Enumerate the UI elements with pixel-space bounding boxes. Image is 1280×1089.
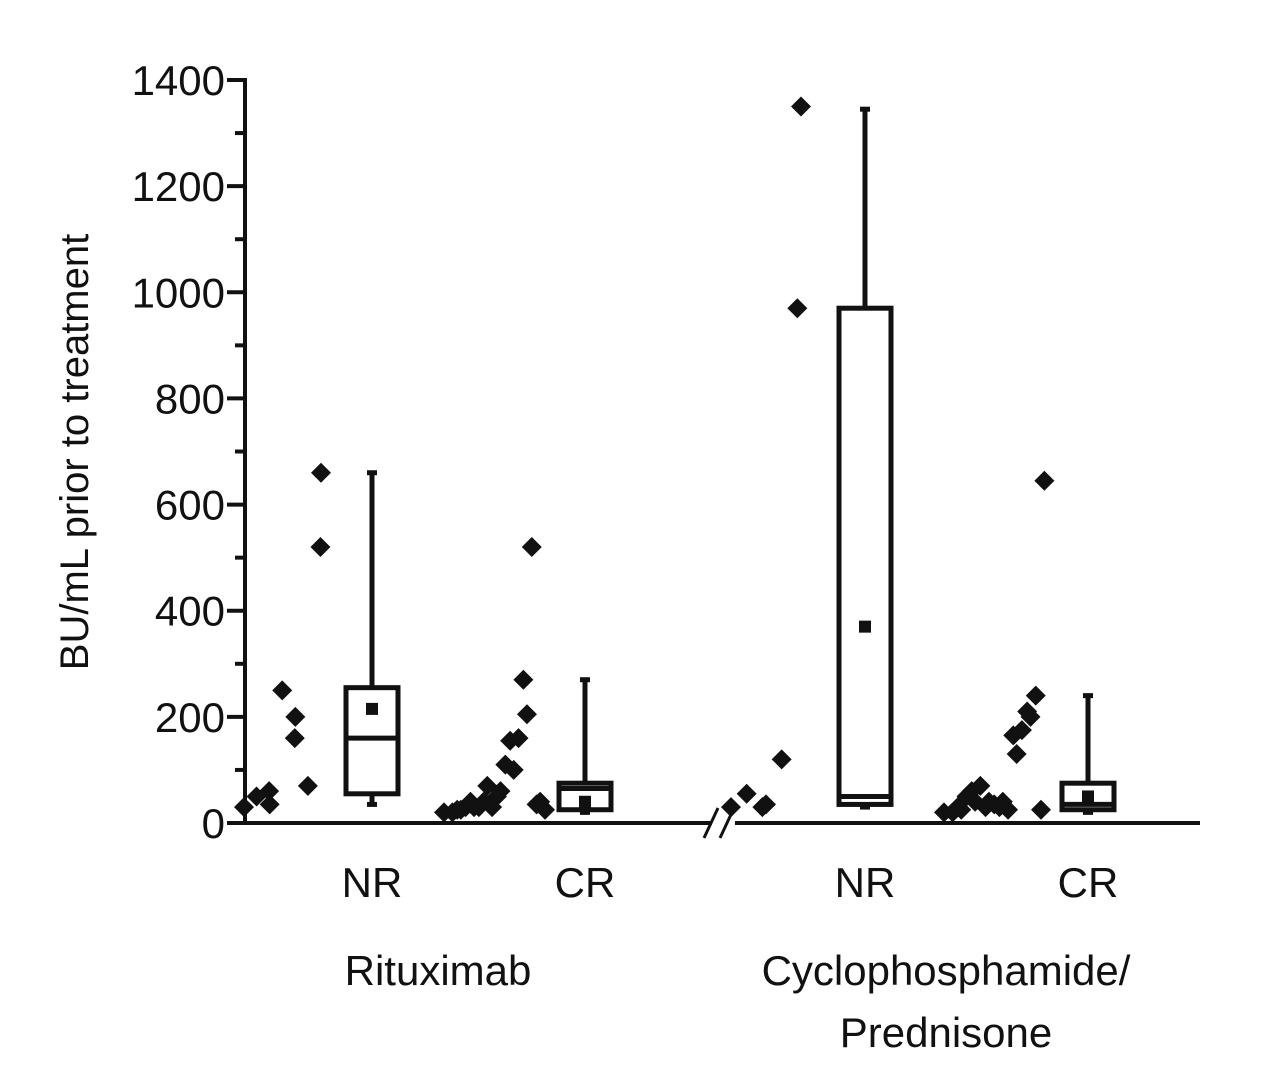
data-point-diamond — [1034, 470, 1055, 491]
data-point-diamond — [771, 749, 792, 770]
data-point-diamond — [535, 799, 555, 820]
y-tick-label: 0 — [202, 800, 225, 847]
data-point-diamond — [1017, 701, 1038, 722]
box-mean-marker — [859, 620, 871, 633]
data-point-diamond — [259, 781, 280, 802]
data-point-diamond — [503, 759, 524, 780]
data-point-diamond — [1006, 744, 1027, 765]
y-tick-label: 200 — [155, 694, 225, 741]
data-point-diamond — [521, 537, 542, 558]
data-point-diamond — [311, 462, 331, 483]
data-point-diamond — [310, 537, 331, 558]
y-tick-label: 600 — [155, 482, 225, 529]
data-point-diamond — [234, 797, 254, 818]
data-point-diamond — [259, 794, 280, 815]
data-point-diamond — [272, 680, 293, 701]
y-tick-label: 400 — [155, 588, 225, 635]
data-point-diamond — [1031, 799, 1051, 820]
data-point-diamond — [721, 797, 741, 818]
y-tick-label: 800 — [155, 375, 225, 422]
data-point-diamond — [970, 775, 991, 796]
data-point-diamond — [284, 728, 305, 749]
box-iqr — [836, 305, 894, 807]
y-ticks: 0 200 400 600 800 1000 1200 1400 — [132, 57, 245, 847]
box-iqr — [343, 685, 401, 797]
data-point-diamond — [998, 799, 1019, 820]
box-iqr — [1059, 780, 1117, 813]
axes — [243, 78, 1200, 839]
axis-break-mark-1 — [702, 807, 720, 839]
category-labels: Rituximab NR CR Cyclophosphamide/Prednisone… — [342, 859, 1131, 1056]
data-point-diamond — [736, 783, 757, 804]
data-point-diamond — [508, 728, 529, 749]
y-tick-label: 1400 — [132, 57, 225, 104]
data-point-diamond — [787, 298, 808, 319]
group-label: Rituximab — [345, 947, 532, 994]
y-axis-title: BU/mL prior to treatment — [53, 234, 97, 670]
data-points — [234, 96, 1055, 823]
data-point-diamond — [756, 794, 776, 815]
box-mean-marker — [579, 795, 591, 808]
category-label: NR — [835, 859, 896, 906]
category-label: CR — [1058, 859, 1119, 906]
y-tick-label: 1200 — [132, 163, 225, 210]
data-point-diamond — [285, 706, 306, 727]
category-label: NR — [342, 859, 403, 906]
box-mean-marker — [1082, 790, 1094, 803]
box-mean-marker — [366, 702, 378, 715]
boxes — [343, 106, 1117, 815]
data-point-diamond — [1025, 685, 1046, 706]
data-point-diamond — [791, 96, 811, 117]
data-point-diamond — [1011, 720, 1032, 741]
box-iqr — [556, 780, 614, 813]
data-point-diamond — [297, 775, 318, 796]
data-point-diamond — [486, 786, 507, 807]
group-label: Prednisone — [840, 1009, 1052, 1056]
group-label: Cyclophosphamide/ — [762, 947, 1131, 994]
data-point-diamond — [516, 704, 537, 725]
y-tick-label: 1000 — [132, 269, 225, 316]
data-point-diamond — [513, 669, 534, 690]
category-label: CR — [555, 859, 616, 906]
